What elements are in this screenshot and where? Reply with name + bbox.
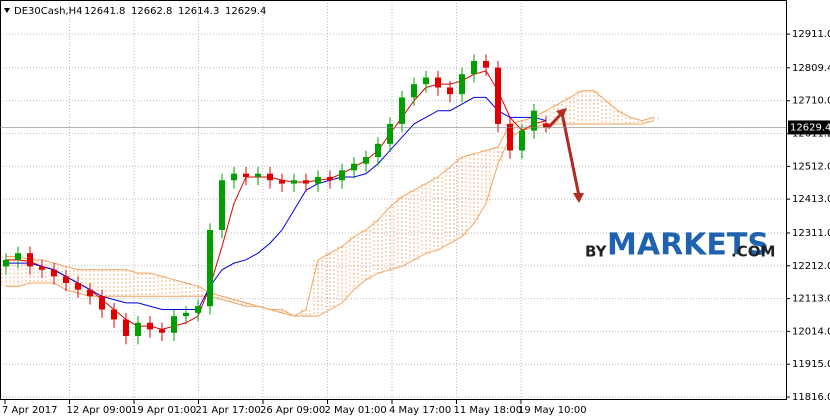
y-tick-label: 12710.0	[792, 96, 830, 107]
candle-body	[111, 309, 117, 320]
arrow-head	[573, 193, 584, 203]
indicator-line	[6, 96, 547, 311]
y-tick-label: 12311.0	[792, 228, 830, 239]
x-tick-label: 19 May 10:00	[518, 405, 587, 416]
candle-body	[3, 259, 9, 267]
x-tick-label: 21 Apr 17:00	[196, 405, 261, 416]
header-low: 12614.3	[178, 6, 219, 17]
candle-body	[375, 143, 381, 158]
candle-body	[243, 173, 249, 177]
x-tick-label: 26 Apr 09:00	[260, 405, 325, 416]
candles	[3, 54, 549, 345]
candle-body	[423, 77, 429, 85]
y-tick-label: 11816.0	[792, 392, 830, 403]
plot-frame	[0, 0, 787, 400]
candle-body	[363, 157, 369, 164]
candle-body	[399, 97, 405, 124]
candle-body	[231, 173, 237, 181]
candle-body	[159, 329, 165, 333]
header-open: 12641.8	[84, 6, 125, 17]
header-marker	[4, 8, 10, 13]
indicator-lines	[6, 70, 547, 330]
candle-body	[39, 266, 45, 270]
y-tick-label: 12911.0	[792, 29, 830, 40]
candle-body	[183, 312, 189, 317]
candle-body	[147, 322, 153, 330]
x-tick-label: 7 Apr 2017	[2, 405, 57, 416]
current-price-label: 12629.4	[790, 122, 830, 133]
y-tick-label: 12809.4	[792, 63, 830, 74]
y-tick-label: 11915.0	[792, 359, 830, 370]
candle-body	[531, 110, 537, 131]
current-price-box	[788, 120, 830, 135]
y-tick-label: 12014.0	[792, 326, 830, 337]
candle-body	[303, 180, 309, 184]
candle-body	[471, 60, 477, 75]
candle-body	[459, 74, 465, 95]
candle-body	[339, 170, 345, 181]
candle-body	[543, 123, 549, 128]
candle-body	[207, 229, 213, 307]
candle-body	[315, 176, 321, 184]
candle-body	[87, 289, 93, 297]
candle-body	[507, 123, 513, 151]
candle-body	[51, 269, 57, 277]
watermark: BY MARKETS .COM	[585, 228, 775, 263]
candle-body	[15, 253, 21, 260]
candle-body	[99, 296, 105, 310]
candle-body	[351, 163, 357, 171]
candle-body	[279, 180, 285, 184]
candle-body	[495, 67, 501, 124]
candle-body	[291, 180, 297, 184]
cloud	[1, 90, 659, 317]
candle-body	[171, 316, 177, 333]
candle-body	[327, 176, 333, 181]
x-tick-label: 12 Apr 09:00	[67, 405, 132, 416]
candle-body	[63, 276, 69, 284]
header-symbol: DE30Cash,H4	[14, 6, 82, 17]
axes: 11816.0 11915.0 12014.0 12113.0 12212.0 12311…	[0, 29, 830, 416]
x-tick-label: 11 May 18:00	[454, 405, 523, 416]
y-tick-label: 12212.0	[792, 261, 830, 272]
x-tick-label: 2 May 01:00	[325, 405, 387, 416]
header-high: 12662.8	[131, 6, 172, 17]
candle-body	[219, 180, 225, 230]
candle-body	[123, 319, 129, 337]
header-close: 12629.4	[225, 6, 266, 17]
y-tick-label: 12512.0	[792, 161, 830, 172]
candle-body	[447, 87, 453, 95]
y-tick-label: 12113.0	[792, 294, 830, 305]
candle-body	[75, 283, 81, 290]
watermark-brand: MARKETS	[607, 228, 769, 263]
watermark-prefix: BY	[585, 243, 608, 261]
cloud-edge	[6, 90, 655, 317]
candle-body	[267, 173, 273, 181]
arrows	[546, 108, 584, 203]
x-tick-label: 19 Apr 01:00	[131, 405, 196, 416]
candle-body	[255, 173, 261, 177]
candle-body	[519, 130, 525, 151]
candle-body	[483, 60, 489, 68]
candle-body	[411, 84, 417, 98]
candle-body	[135, 322, 141, 337]
candle-body	[195, 306, 201, 313]
x-tick-label: 4 May 17:00	[389, 405, 451, 416]
indicator-line	[6, 70, 547, 330]
arrow-head	[556, 108, 567, 118]
candle-body	[435, 77, 441, 88]
candle-body	[27, 253, 33, 267]
watermark-suffix: .COM	[731, 243, 775, 261]
y-tick-label: 12413.0	[792, 194, 830, 205]
candle-body	[387, 123, 393, 144]
